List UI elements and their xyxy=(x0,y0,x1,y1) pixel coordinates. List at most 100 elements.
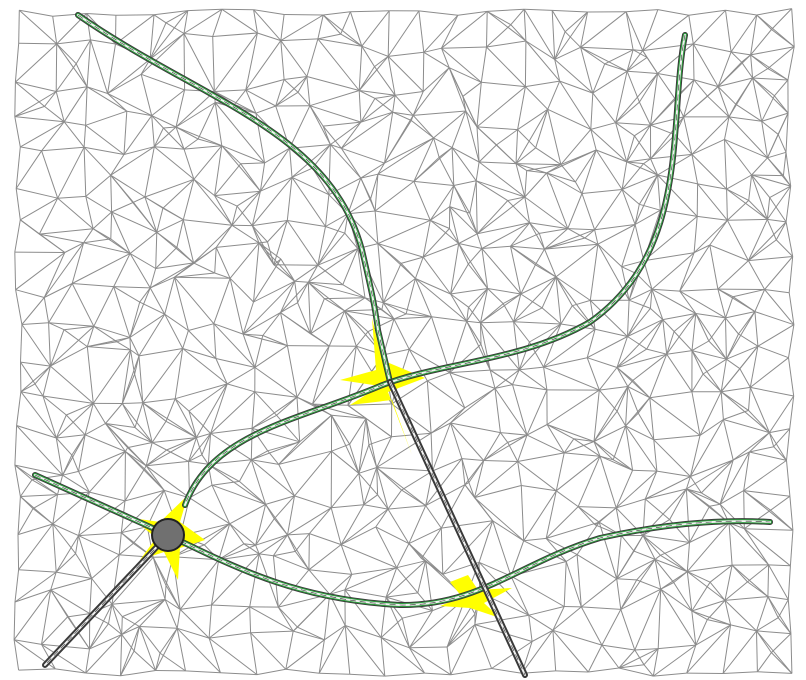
mesh-edge xyxy=(638,101,651,126)
mesh-edge xyxy=(642,535,690,543)
mesh-edge xyxy=(211,484,266,505)
mesh-edge xyxy=(422,52,425,92)
mesh-edge xyxy=(494,388,501,433)
mesh-edge xyxy=(149,10,189,60)
mesh-edge xyxy=(691,610,708,621)
mesh-edge xyxy=(165,585,181,610)
mesh-edge xyxy=(688,15,694,44)
mesh-edge xyxy=(251,450,268,461)
mesh-edge xyxy=(278,414,332,465)
mesh-edge xyxy=(731,564,748,583)
mesh-edge xyxy=(636,559,656,581)
mesh-edge xyxy=(349,673,385,677)
mesh-edge xyxy=(255,534,288,546)
mesh-edge xyxy=(273,264,296,282)
mesh-edge xyxy=(376,436,392,468)
mesh-edge xyxy=(294,450,332,497)
mesh-edge xyxy=(129,231,158,254)
mesh-edge xyxy=(151,442,167,451)
mesh-edge xyxy=(616,558,656,580)
mesh-edge xyxy=(556,490,579,508)
mesh-edge xyxy=(347,198,371,215)
mesh-edge xyxy=(275,76,308,107)
mesh-edge xyxy=(251,414,277,429)
mesh-edge xyxy=(18,42,57,45)
mesh-edge xyxy=(413,180,454,186)
mesh-edge xyxy=(250,632,258,675)
mesh-edge xyxy=(44,283,73,298)
mesh-edge xyxy=(475,180,508,202)
mesh-edge xyxy=(616,498,646,509)
mesh-edge xyxy=(697,183,727,190)
mesh-edge xyxy=(451,147,455,186)
mesh-edge xyxy=(425,458,463,506)
mesh-edge xyxy=(564,31,581,48)
mesh-edge xyxy=(541,276,557,309)
mesh-edge xyxy=(453,180,477,186)
mesh-edge xyxy=(377,243,384,303)
mesh-edge xyxy=(116,341,131,351)
mesh-edge xyxy=(580,46,628,72)
mesh-edge xyxy=(221,145,265,164)
mesh-edge xyxy=(291,167,313,178)
mesh-edge xyxy=(725,317,727,360)
mesh-edge xyxy=(193,178,215,196)
mesh-edge xyxy=(529,222,568,230)
mesh-edge xyxy=(213,278,231,324)
mesh-edge xyxy=(544,248,557,278)
mesh-edge xyxy=(643,664,654,677)
mesh-edge xyxy=(451,147,480,163)
mesh-edge xyxy=(123,115,153,155)
mesh-edge xyxy=(83,146,112,176)
mesh-edge xyxy=(720,391,770,433)
mesh-edge xyxy=(344,297,366,312)
mesh-edge xyxy=(616,319,664,368)
mesh-edge xyxy=(273,518,288,536)
mesh-edge xyxy=(306,76,360,91)
mesh-edge xyxy=(153,127,164,147)
mesh-edge xyxy=(586,336,628,359)
mesh-edge xyxy=(18,9,58,45)
mesh-edge xyxy=(732,432,770,461)
mesh-edge xyxy=(126,110,152,117)
mesh-edge xyxy=(555,670,589,673)
mesh-edge xyxy=(621,161,628,190)
mesh-edge xyxy=(771,652,793,674)
mesh-edge xyxy=(90,39,109,94)
mesh-edge xyxy=(464,387,496,409)
mesh-edge xyxy=(425,505,442,529)
mesh-edge xyxy=(546,172,576,183)
mesh-edge xyxy=(176,219,184,248)
mesh-edge xyxy=(691,313,697,351)
mesh-edge xyxy=(391,403,432,434)
mesh-edge xyxy=(242,280,296,335)
mesh-edge xyxy=(294,495,332,509)
mesh-edge xyxy=(517,108,548,131)
mesh-edge xyxy=(85,648,90,674)
mesh-edge xyxy=(592,70,628,94)
mesh-edge xyxy=(695,313,727,360)
mesh-edge xyxy=(322,125,331,145)
mesh-edge xyxy=(757,671,792,674)
mesh-edge xyxy=(386,592,418,598)
mesh-edge xyxy=(395,91,424,96)
mesh-edge xyxy=(426,380,432,434)
mesh-edge xyxy=(124,468,145,502)
mesh-edge xyxy=(124,447,129,452)
mesh-edge xyxy=(441,48,450,68)
mesh-edge xyxy=(84,434,126,452)
mesh-edge xyxy=(122,599,166,618)
mesh-edge xyxy=(16,188,58,199)
mesh-edge xyxy=(142,348,184,404)
mesh-edge xyxy=(633,49,643,52)
mesh-edge xyxy=(144,178,195,198)
mesh-edge xyxy=(593,441,614,461)
mesh-edge xyxy=(14,116,21,147)
mesh-edge xyxy=(129,301,141,338)
mesh-edge xyxy=(280,38,318,42)
mesh-edge xyxy=(363,494,378,506)
mesh-edge xyxy=(197,138,222,147)
mesh-edge xyxy=(731,564,769,597)
mesh-edge xyxy=(105,423,128,448)
mesh-edge xyxy=(182,219,195,264)
